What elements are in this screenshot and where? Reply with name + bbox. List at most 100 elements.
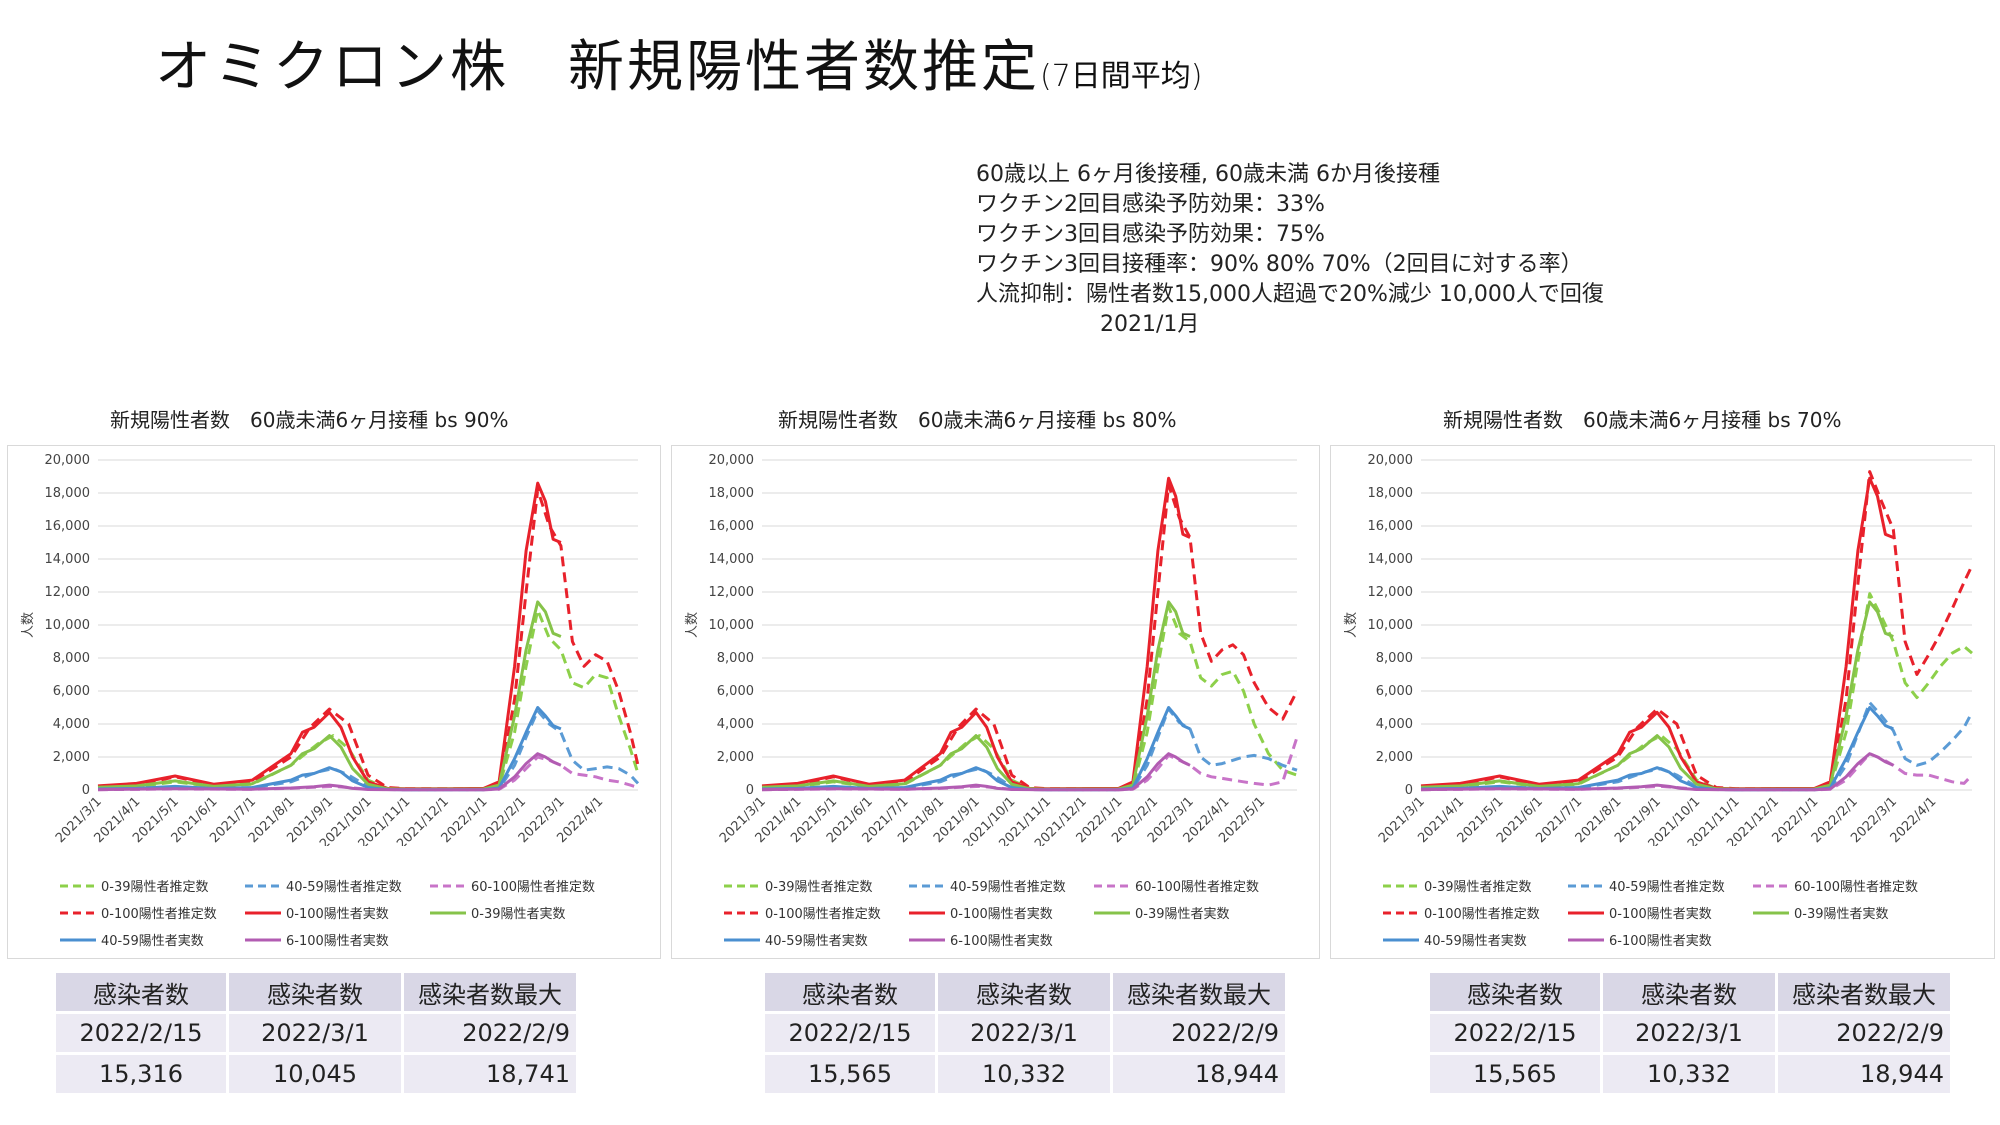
condition-line: ワクチン3回目感染予防効果：75% [976, 222, 1325, 247]
legend-swatch [245, 911, 281, 914]
y-tick-label: 2,000 [53, 750, 90, 765]
chart-panel-3: 0 2,000 4,000 6,000 8,000 10,000 12,000 14,000 1… [1330, 445, 1995, 959]
legend-label: 0-100陽性者推定数 [765, 907, 881, 922]
series-line [1420, 476, 1894, 791]
legend-item: 40-59陽性者実数 [722, 930, 868, 949]
legend-label: 40-59陽性者実数 [101, 934, 204, 949]
series-line [761, 752, 1191, 792]
summary-date-row: 2022/2/15 2022/3/1 2022/2/9 [56, 1014, 576, 1052]
chart-svg: 0 2,000 4,000 6,000 8,000 10,000 12,000 14,000 1… [685, 453, 1299, 846]
y-tick-label: 10,000 [45, 618, 91, 633]
series-line [1420, 752, 1894, 792]
summary-cell: 2022/2/15 [1430, 1014, 1600, 1052]
page-title-main: オミクロン株 新規陽性者数推定 [155, 35, 1040, 100]
legend-item: 0-100陽性者実数 [907, 903, 1053, 922]
legend-label: 60-100陽性者推定数 [471, 880, 596, 895]
y-tick-label: 12,000 [709, 585, 755, 600]
y-tick-label: 6,000 [1376, 684, 1413, 699]
legend-item: 0-39陽性者実数 [428, 903, 566, 922]
y-tick-label: 0 [1405, 783, 1413, 798]
summary-cell: 15,565 [765, 1055, 935, 1093]
y-tick-label: 8,000 [717, 651, 754, 666]
y-tick-label: 14,000 [709, 552, 755, 567]
legend-item: 40-59陽性者実数 [1381, 930, 1527, 949]
summary-cell: 2022/3/1 [1603, 1014, 1775, 1052]
summary-header-row: 感染者数 感染者数 感染者数最大 [1430, 973, 1950, 1011]
condition-line: 人流抑制：陽性者数15,000人超過で20%減少 10,000人で回復 [976, 282, 1604, 307]
y-tick-label: 16,000 [1368, 519, 1414, 534]
legend-label: 60-100陽性者推定数 [1135, 880, 1260, 895]
legend-label: 40-59陽性者推定数 [286, 880, 402, 895]
legend-label: 40-59陽性者推定数 [1609, 880, 1725, 895]
legend-item: 40-59陽性者推定数 [907, 876, 1066, 895]
legend-swatch [909, 938, 945, 941]
summary-cell: 15,565 [1430, 1055, 1600, 1093]
summary-cell: 10,332 [1603, 1055, 1775, 1093]
legend-label: 40-59陽性者推定数 [950, 880, 1066, 895]
legend-label: 40-59陽性者実数 [1424, 934, 1527, 949]
condition-line: 60歳以上 6ヶ月後接種, 60歳未満 6か月後接種 [976, 162, 1440, 187]
chart-svg: 0 2,000 4,000 6,000 8,000 10,000 12,000 14,000 1… [21, 453, 640, 846]
summary-header-cell: 感染者数 [229, 973, 401, 1011]
summary-header-cell: 感染者数 [765, 973, 935, 1011]
legend-item: 0-39陽性者推定数 [58, 876, 209, 895]
legend-swatch [1094, 884, 1130, 887]
y-tick-label: 10,000 [709, 618, 755, 633]
y-tick-label: 4,000 [53, 717, 90, 732]
series-line [1420, 470, 1974, 791]
y-tick-label: 14,000 [45, 552, 91, 567]
legend-swatch [909, 884, 945, 887]
condition-line: ワクチン2回目感染予防効果：33% [976, 192, 1325, 217]
legend-label: 0-39陽性者推定数 [1424, 880, 1532, 895]
y-axis-label: 人数 [1344, 612, 1359, 638]
page-title-sub: (7日間平均) [1040, 59, 1203, 94]
series-line [761, 476, 1191, 791]
legend-item: 0-100陽性者実数 [1566, 903, 1712, 922]
legend-label: 0-39陽性者推定数 [101, 880, 209, 895]
chart-svg: 0 2,000 4,000 6,000 8,000 10,000 12,000 14,000 1… [1344, 453, 1974, 846]
series-line [761, 736, 1299, 792]
summary-value-row: 15,316 10,045 18,741 [56, 1055, 576, 1093]
summary-header-cell: 感染者数最大 [404, 973, 576, 1011]
chart-title-2: 新規陽性者数 60歳未満6ヶ月接種 bs 80% [778, 408, 1177, 432]
y-tick-label: 20,000 [709, 453, 755, 468]
summary-value-row: 15,565 10,332 18,944 [1430, 1055, 1950, 1093]
legend-item: 40-59陽性者推定数 [243, 876, 402, 895]
legend-label: 40-59陽性者実数 [765, 934, 868, 949]
page-title: オミクロン株 新規陽性者数推定(7日間平均) [155, 22, 1203, 103]
summary-cell: 2022/3/1 [938, 1014, 1110, 1052]
y-tick-label: 6,000 [53, 684, 90, 699]
y-tick-label: 10,000 [1368, 618, 1414, 633]
legend-label: 6-100陽性者実数 [1609, 934, 1712, 949]
y-tick-label: 18,000 [709, 486, 755, 501]
legend-swatch [430, 884, 466, 887]
summary-cell: 2022/2/9 [1778, 1014, 1950, 1052]
summary-cell: 18,944 [1113, 1055, 1285, 1093]
y-axis-label: 人数 [21, 612, 36, 638]
legend-item: 0-39陽性者実数 [1092, 903, 1230, 922]
y-tick-label: 4,000 [717, 717, 754, 732]
legend-item: 60-100陽性者推定数 [1751, 876, 1918, 895]
legend-label: 0-100陽性者実数 [950, 907, 1053, 922]
legend-swatch [245, 938, 281, 941]
chart-title-3: 新規陽性者数 60歳未満6ヶ月接種 bs 70% [1443, 408, 1842, 432]
legend-swatch [724, 938, 760, 941]
legend-swatch [60, 911, 96, 914]
legend-swatch [430, 911, 466, 914]
legend-label: 0-39陽性者実数 [471, 907, 566, 922]
chart-panel-1: 0 2,000 4,000 6,000 8,000 10,000 12,000 14,000 1… [7, 445, 661, 959]
legend-swatch [1753, 911, 1789, 914]
summary-cell: 18,944 [1778, 1055, 1950, 1093]
legend-item: 0-39陽性者実数 [1751, 903, 1889, 922]
legend-label: 0-100陽性者実数 [1609, 907, 1712, 922]
legend-swatch [1568, 884, 1604, 887]
legend-label: 6-100陽性者実数 [950, 934, 1053, 949]
legend-swatch [724, 911, 760, 914]
legend-swatch [909, 911, 945, 914]
summary-date-row: 2022/2/15 2022/3/1 2022/2/9 [765, 1014, 1285, 1052]
legend-item: 0-39陽性者推定数 [1381, 876, 1532, 895]
y-tick-label: 0 [82, 783, 90, 798]
summary-cell: 2022/2/15 [765, 1014, 935, 1052]
summary-table-3: 感染者数 感染者数 感染者数最大 2022/2/15 2022/3/1 2022… [1427, 970, 1953, 1096]
y-tick-label: 16,000 [45, 519, 91, 534]
